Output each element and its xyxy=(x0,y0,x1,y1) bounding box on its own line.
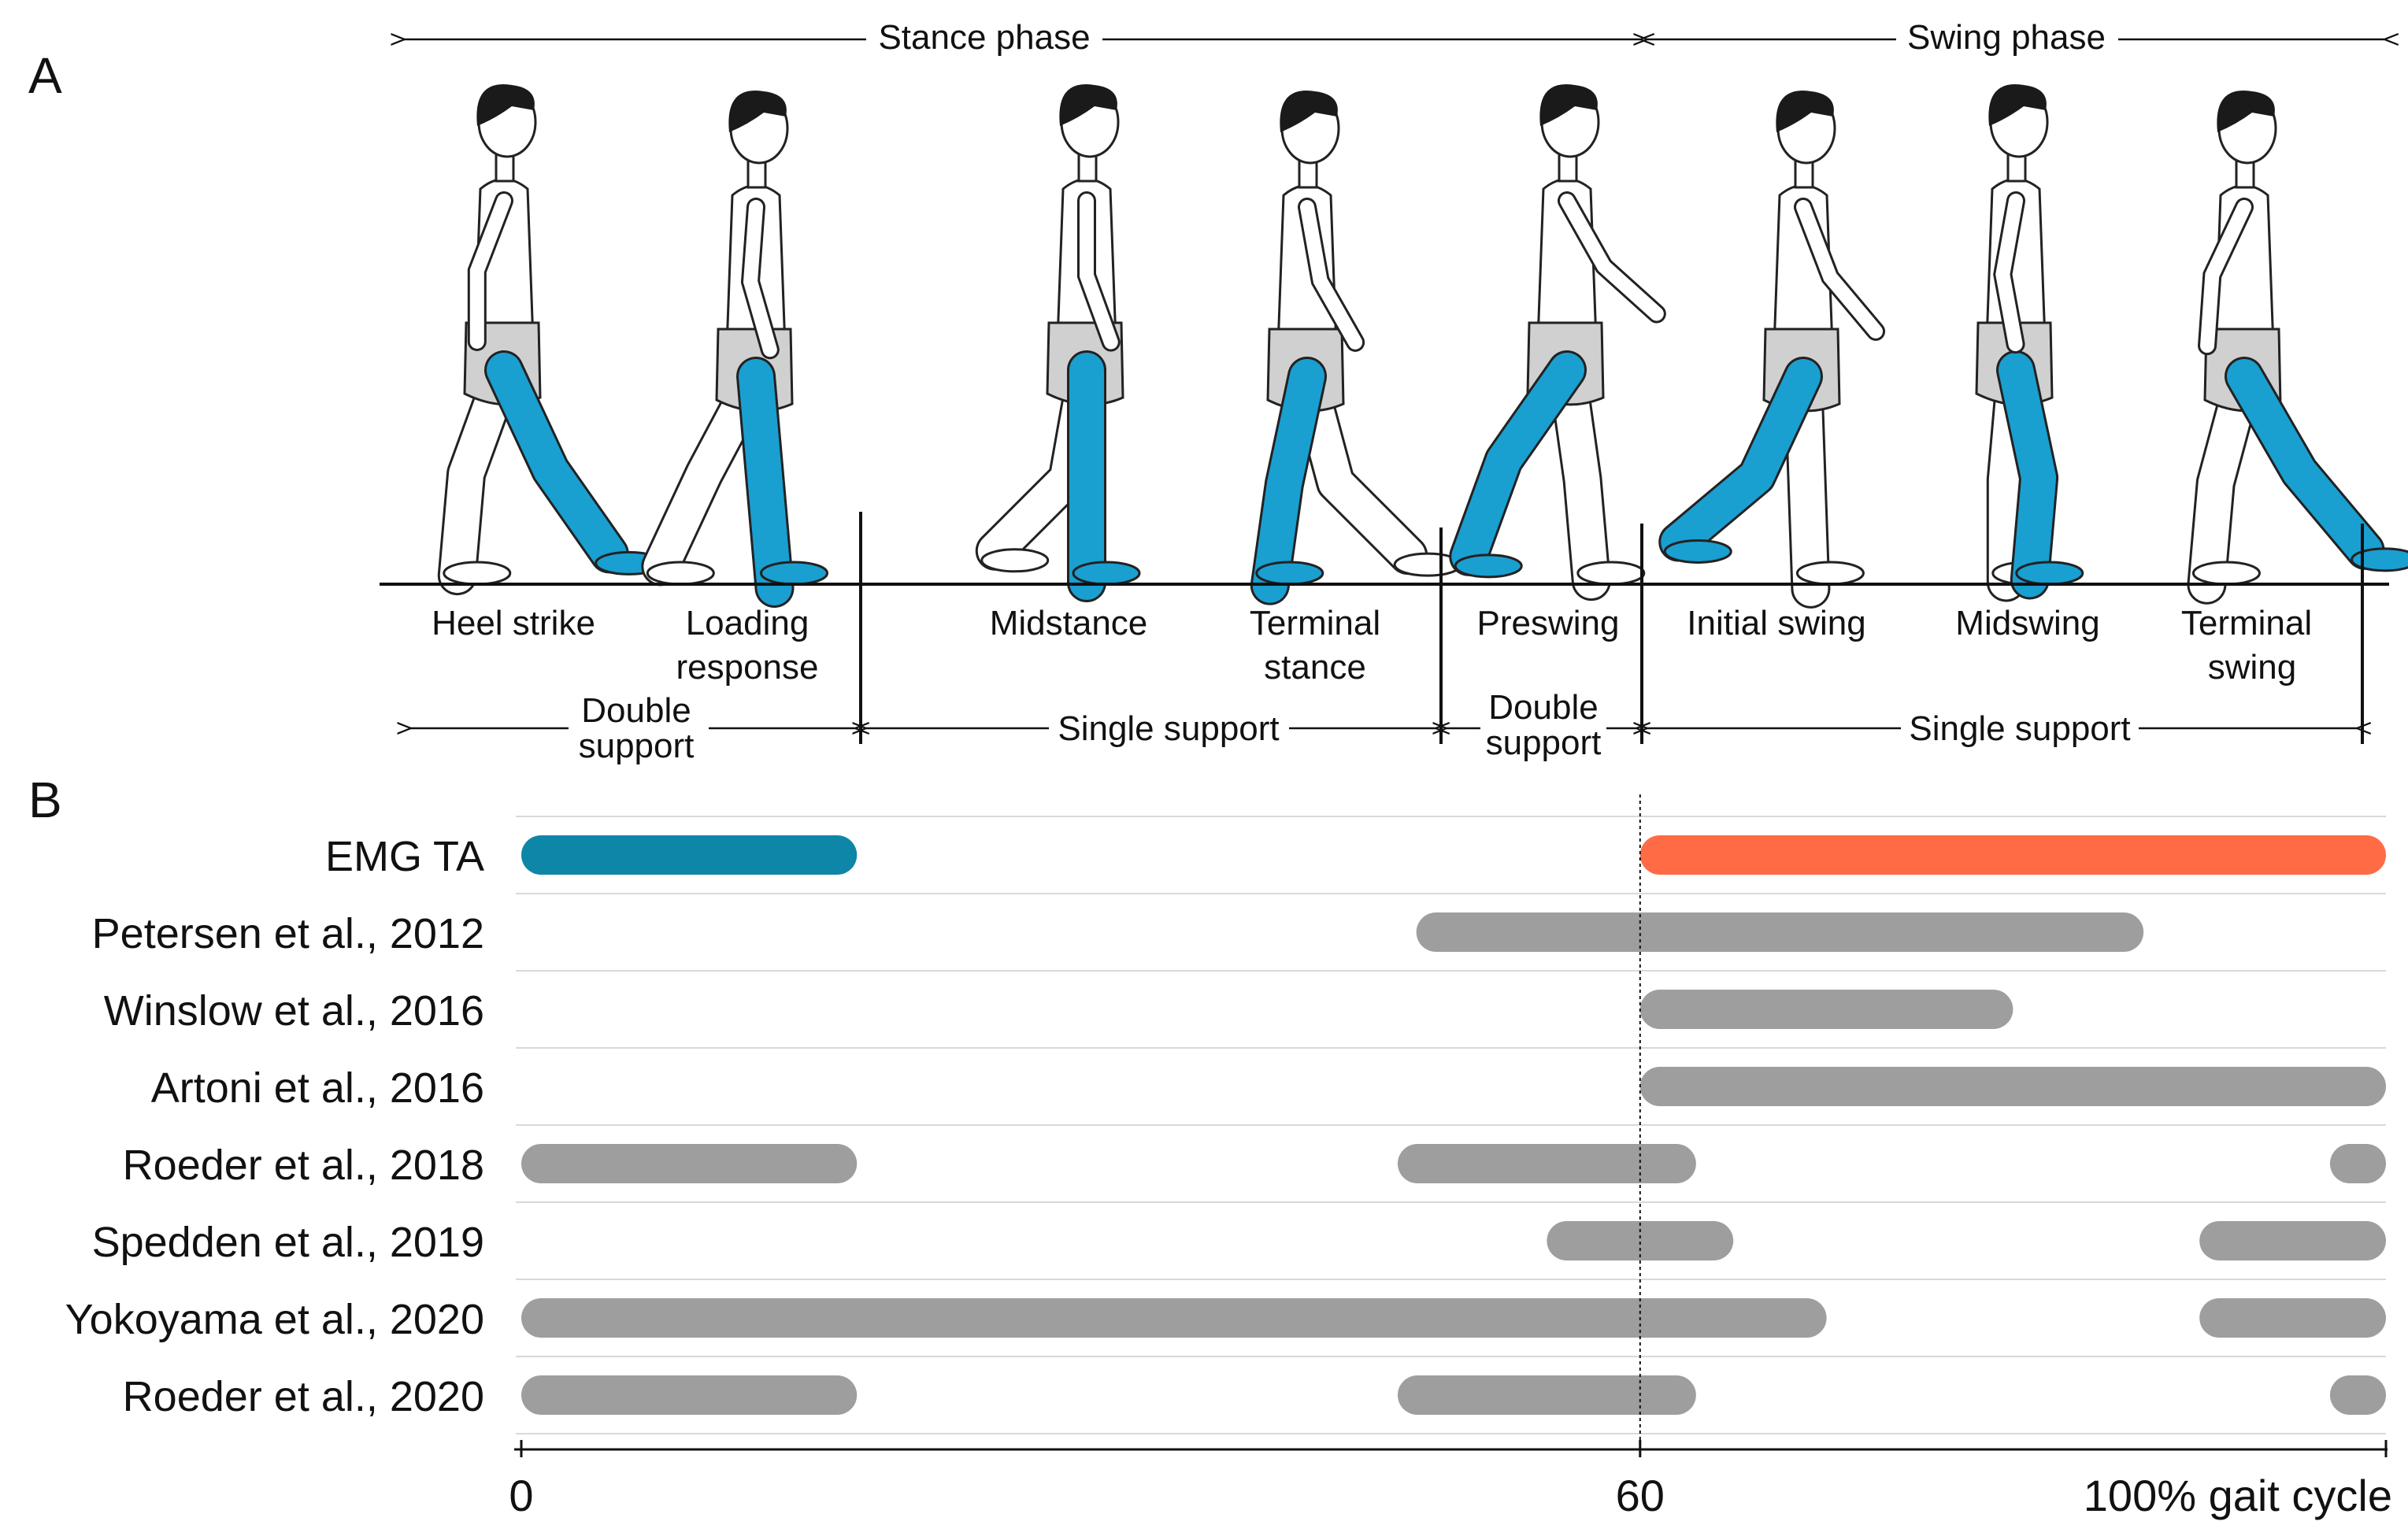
interval-bar xyxy=(521,1298,1827,1338)
blue-leg xyxy=(2225,357,2408,572)
interval-bar xyxy=(2329,1375,2386,1415)
white-leg xyxy=(437,350,524,596)
row-label: Winslow et al., 2016 xyxy=(104,987,484,1035)
blue-leg xyxy=(1658,357,1823,564)
x-axis: 0 60 100% gait cycle xyxy=(509,1440,2392,1520)
double-support-1-line1: Double xyxy=(581,691,691,730)
single-support-1: Single support xyxy=(1058,709,1279,748)
blue-leg xyxy=(1067,350,1141,602)
row-gridlines xyxy=(516,816,2386,1434)
figure-labels: Heel strike Loading response Midstance T… xyxy=(432,604,2312,687)
hair xyxy=(728,91,787,132)
panel-a-label: A xyxy=(28,47,62,104)
walker-terminal-stance xyxy=(1250,91,1462,605)
x-tick-label: 60 xyxy=(1616,1471,1665,1520)
label-midstance: Midstance xyxy=(990,604,1148,642)
double-support-2-line1: Double xyxy=(1488,688,1598,727)
panel-a: A Stance phase Swing phase Heel strike L… xyxy=(28,18,2408,765)
hair xyxy=(1988,84,2047,126)
hair xyxy=(1539,84,1598,126)
walker-loading-response xyxy=(641,91,829,608)
white-leg xyxy=(1547,350,1646,601)
interval-bar xyxy=(521,1144,858,1183)
label-midswing: Midswing xyxy=(1955,604,2099,642)
interval-bar xyxy=(1397,1144,1696,1183)
row-label: Petersen et al., 2012 xyxy=(92,910,484,957)
walker-midstance xyxy=(975,84,1141,602)
panel-b: B EMG TA Petersen et al., 2012 Winslow et … xyxy=(28,772,2392,1520)
stance-phase-label: Stance phase xyxy=(878,18,1090,57)
row-label: Spedden et al., 2019 xyxy=(92,1219,484,1266)
blue-leg xyxy=(1449,350,1587,579)
hair xyxy=(1776,91,1834,132)
row-label: Roeder et al., 2018 xyxy=(123,1142,484,1189)
label-initial-swing: Initial swing xyxy=(1687,604,1865,642)
double-support-2-line2: support xyxy=(1486,724,1602,762)
label-terminal-swing-2: swing xyxy=(2208,648,2297,687)
interval-bar xyxy=(1397,1375,1696,1415)
label-terminal-stance-1: Terminal xyxy=(1250,604,1380,642)
white-leg xyxy=(2187,357,2264,605)
x-tick-label: 100% gait cycle xyxy=(2084,1471,2392,1520)
label-preswing: Preswing xyxy=(1477,604,1620,642)
single-support-2: Single support xyxy=(1909,709,2130,748)
blue-leg xyxy=(1250,357,1327,605)
interval-bar xyxy=(2329,1144,2386,1183)
support-labels: Double support Single support Double sup… xyxy=(579,688,2131,765)
interval-bar xyxy=(1416,912,2144,952)
label-loading-response-2: response xyxy=(676,648,818,687)
hair xyxy=(1059,84,1117,126)
hair xyxy=(1280,91,1338,132)
walker-heel-strike xyxy=(437,84,664,596)
row-label: Yokoyama et al., 2020 xyxy=(65,1296,484,1343)
panel-b-label: B xyxy=(28,772,62,828)
row-labels: EMG TA Petersen et al., 2012 Winslow et al… xyxy=(65,833,484,1420)
row-label: EMG TA xyxy=(325,833,484,880)
label-loading-response-1: Loading xyxy=(686,604,809,642)
interval-bar xyxy=(521,835,858,875)
interval-bar xyxy=(2199,1221,2386,1260)
row-label: Artoni et al., 2016 xyxy=(151,1064,484,1112)
interval-bar xyxy=(521,1375,858,1415)
interval-bar xyxy=(2199,1298,2386,1338)
ground-and-dividers xyxy=(380,512,2389,744)
interval-bar xyxy=(1639,1067,2386,1106)
label-terminal-stance-2: stance xyxy=(1264,648,1366,687)
label-terminal-swing-1: Terminal xyxy=(2181,604,2312,642)
blue-leg xyxy=(1996,350,2084,600)
blue-leg xyxy=(484,350,664,576)
walker-terminal-swing xyxy=(2187,91,2408,605)
interval-bar xyxy=(1639,990,2013,1029)
walker-preswing xyxy=(1449,84,1666,601)
walker-midswing xyxy=(1975,84,2084,602)
interval-bars xyxy=(521,835,2386,1415)
x-tick-label: 0 xyxy=(509,1471,533,1520)
label-heel-strike: Heel strike xyxy=(432,604,595,642)
hair xyxy=(476,84,535,126)
interval-bar xyxy=(1547,1221,1734,1260)
double-support-1-line2: support xyxy=(579,727,695,765)
walker-figures xyxy=(437,84,2408,609)
swing-phase-label: Swing phase xyxy=(1907,18,2106,57)
hair xyxy=(2217,91,2275,132)
blue-leg xyxy=(736,357,829,608)
row-label: Roeder et al., 2020 xyxy=(123,1373,484,1420)
interval-bar xyxy=(1639,835,2386,875)
walker-initial-swing xyxy=(1658,91,1886,609)
